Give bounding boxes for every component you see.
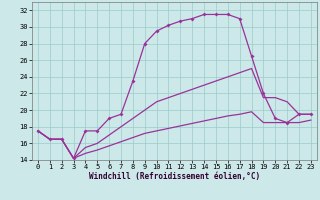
X-axis label: Windchill (Refroidissement éolien,°C): Windchill (Refroidissement éolien,°C) [89,172,260,181]
